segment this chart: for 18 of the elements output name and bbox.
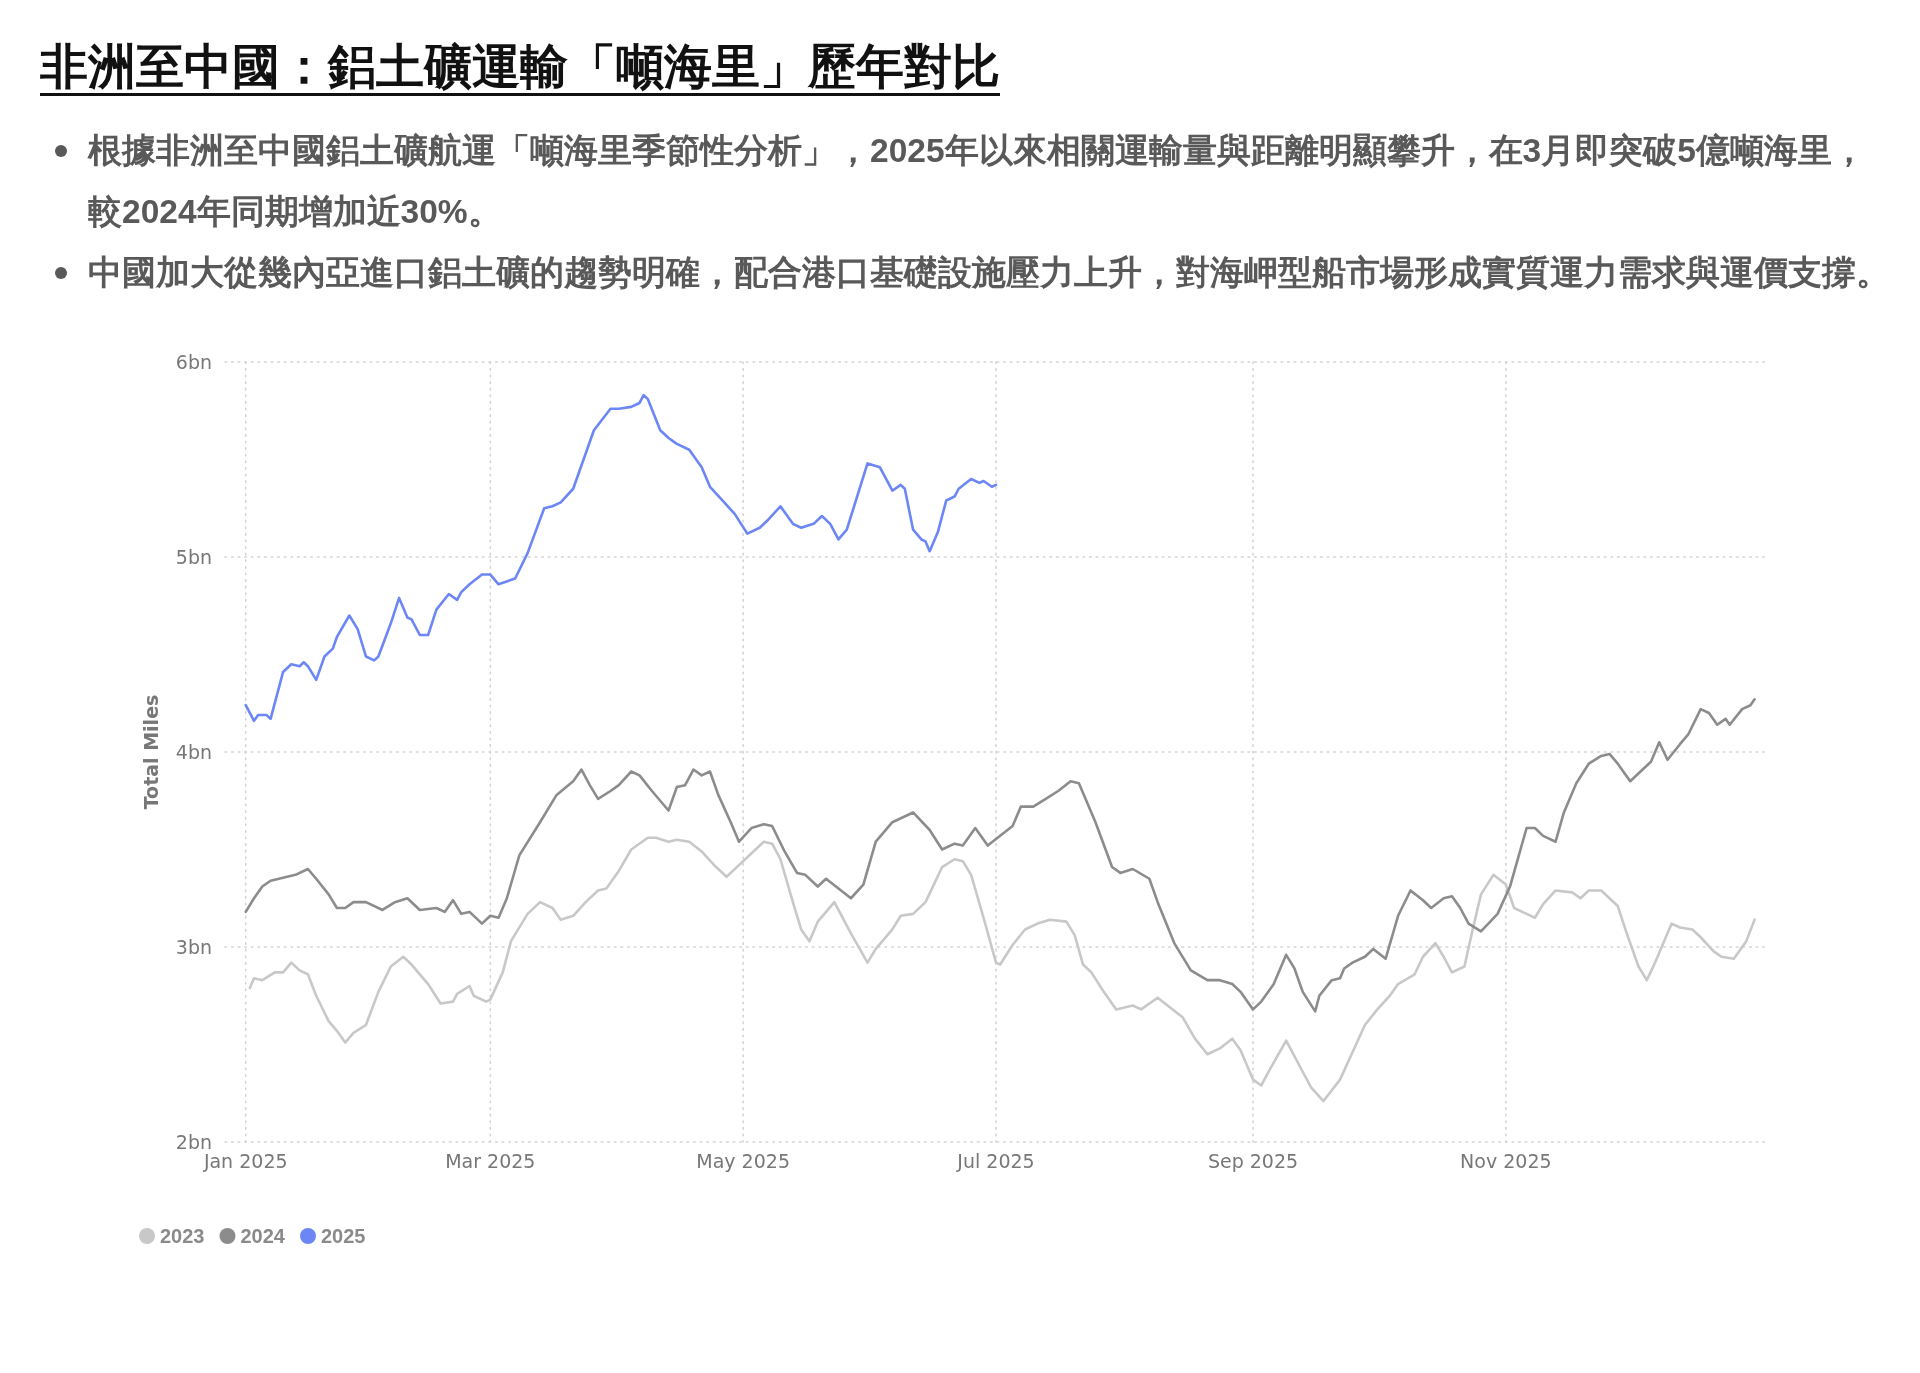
- x-tick-label: Jan 2025: [202, 1150, 288, 1172]
- y-tick-label: 2bn: [175, 1131, 212, 1153]
- y-tick-label: 3bn: [175, 936, 212, 958]
- x-tick-label: May 2025: [696, 1150, 790, 1172]
- y-tick-label: 5bn: [175, 546, 212, 568]
- x-tick-label: Nov 2025: [1460, 1150, 1552, 1172]
- legend-label: 2025: [321, 1225, 366, 1247]
- y-tick-label: 6bn: [175, 351, 212, 373]
- y-axis-title: Total Miles: [140, 694, 162, 810]
- x-tick-label: Jul 2025: [956, 1150, 1035, 1172]
- x-tick-label: Mar 2025: [445, 1150, 536, 1172]
- chart-title: 非洲至中國：鋁土礦運輸「噸海里」歷年對比: [40, 39, 1000, 95]
- legend-label: 2024: [240, 1225, 286, 1247]
- legend-label: 2023: [160, 1225, 205, 1247]
- x-tick-label: Sep 2025: [1207, 1150, 1299, 1172]
- y-tick-label: 4bn: [175, 741, 212, 763]
- text: 根據非洲至中國鋁土礦航運「噸海里季節性分析」，2025年以來相關運輸量與距離明顯攀升，在3月即突破5億噸海里，較2024年同期增加近30%。: [88, 131, 1867, 232]
- text: 中國加大從幾內亞進口鋁土礦的趨勢明確，配合港口基礎設施壓力上升，對海岬型船市場形成實質運力需求與運價支撐。: [88, 253, 1891, 293]
